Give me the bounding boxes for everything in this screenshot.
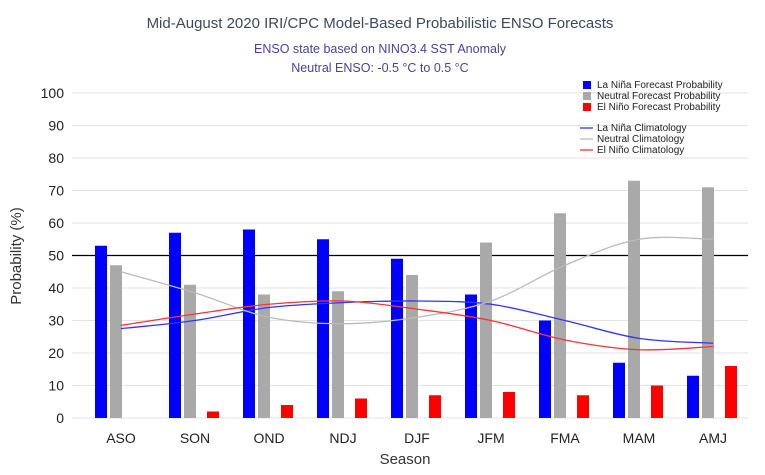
x-tick-label: AMJ bbox=[699, 430, 727, 446]
lanina-bar bbox=[169, 232, 181, 418]
neutral-bar bbox=[628, 180, 640, 418]
x-tick-label: FMA bbox=[550, 430, 580, 446]
neutral-bar bbox=[110, 265, 122, 418]
neutral-bar bbox=[332, 291, 344, 418]
y-axis-title: Probability (%) bbox=[8, 207, 25, 305]
y-tick-label: 10 bbox=[48, 378, 64, 394]
neutral-bar bbox=[258, 294, 270, 418]
lanina-climatology-line bbox=[120, 300, 714, 344]
neutral-bar bbox=[554, 213, 566, 418]
lanina-bar bbox=[317, 239, 329, 418]
legend-label: La Niña Forecast Probability bbox=[597, 80, 723, 91]
elnino-climatology-line bbox=[120, 300, 714, 351]
x-tick-label: JFM bbox=[477, 430, 504, 446]
legend-label: La Niña Climatology bbox=[597, 123, 687, 134]
x-tick-label: NDJ bbox=[329, 430, 356, 446]
chart-subtitle-line-1: ENSO state based on NINO3.4 SST Anomaly bbox=[254, 42, 507, 56]
neutral-climatology-line bbox=[120, 236, 714, 325]
legend-swatch bbox=[583, 92, 591, 100]
lanina-bar bbox=[243, 229, 255, 418]
lanina-bar bbox=[95, 245, 107, 418]
x-tick-label: SON bbox=[180, 430, 210, 446]
y-tick-label: 80 bbox=[48, 150, 64, 166]
elnino-bar bbox=[503, 392, 515, 418]
legend-label: Neutral Climatology bbox=[597, 134, 684, 145]
plot-area: 0 10 20 30 40 50 60 70 80 90 100 ASO SON OND NDJ DJF JFM… bbox=[41, 85, 748, 446]
y-tick-label: 40 bbox=[48, 280, 64, 296]
legend-swatch bbox=[583, 103, 591, 111]
elnino-bar bbox=[281, 405, 293, 418]
elnino-bar bbox=[651, 385, 663, 418]
lanina-bar bbox=[391, 258, 403, 418]
y-tick-label: 50 bbox=[48, 248, 64, 264]
neutral-bar bbox=[406, 275, 418, 418]
y-tick-label: 20 bbox=[48, 345, 64, 361]
x-tick-label: DJF bbox=[404, 430, 430, 446]
legend-swatch bbox=[583, 81, 591, 89]
lanina-bar bbox=[613, 362, 625, 418]
y-tick-label: 70 bbox=[48, 183, 64, 199]
legend-label: Neutral Forecast Probability bbox=[597, 91, 720, 102]
elnino-bar bbox=[429, 395, 441, 418]
y-tick-label: 90 bbox=[48, 118, 64, 134]
x-tick-label: MAM bbox=[623, 430, 656, 446]
y-tick-label: 30 bbox=[48, 313, 64, 329]
elnino-bar bbox=[355, 398, 367, 418]
y-tick-label: 0 bbox=[56, 410, 64, 426]
y-tick-label: 60 bbox=[48, 215, 64, 231]
lanina-bar bbox=[687, 375, 699, 418]
neutral-bar bbox=[702, 187, 714, 418]
x-axis-title: Season bbox=[380, 451, 431, 468]
x-tick-label: OND bbox=[253, 430, 284, 446]
elnino-bar bbox=[725, 366, 737, 418]
y-tick-label: 100 bbox=[41, 85, 65, 101]
neutral-bar bbox=[480, 242, 492, 418]
x-tick-label: ASO bbox=[106, 430, 136, 446]
elnino-bar bbox=[577, 395, 589, 418]
chart-subtitle-line-2: Neutral ENSO: -0.5 °C to 0.5 °C bbox=[291, 61, 468, 75]
legend-label: El Niño Climatology bbox=[597, 145, 684, 156]
lanina-bar bbox=[539, 320, 551, 418]
elnino-bar bbox=[207, 411, 219, 418]
legend-label: El Niño Forecast Probability bbox=[597, 102, 720, 113]
lanina-bar bbox=[465, 294, 477, 418]
chart-title: Mid-August 2020 IRI/CPC Model-Based Prob… bbox=[147, 15, 614, 32]
neutral-bar bbox=[184, 284, 196, 418]
